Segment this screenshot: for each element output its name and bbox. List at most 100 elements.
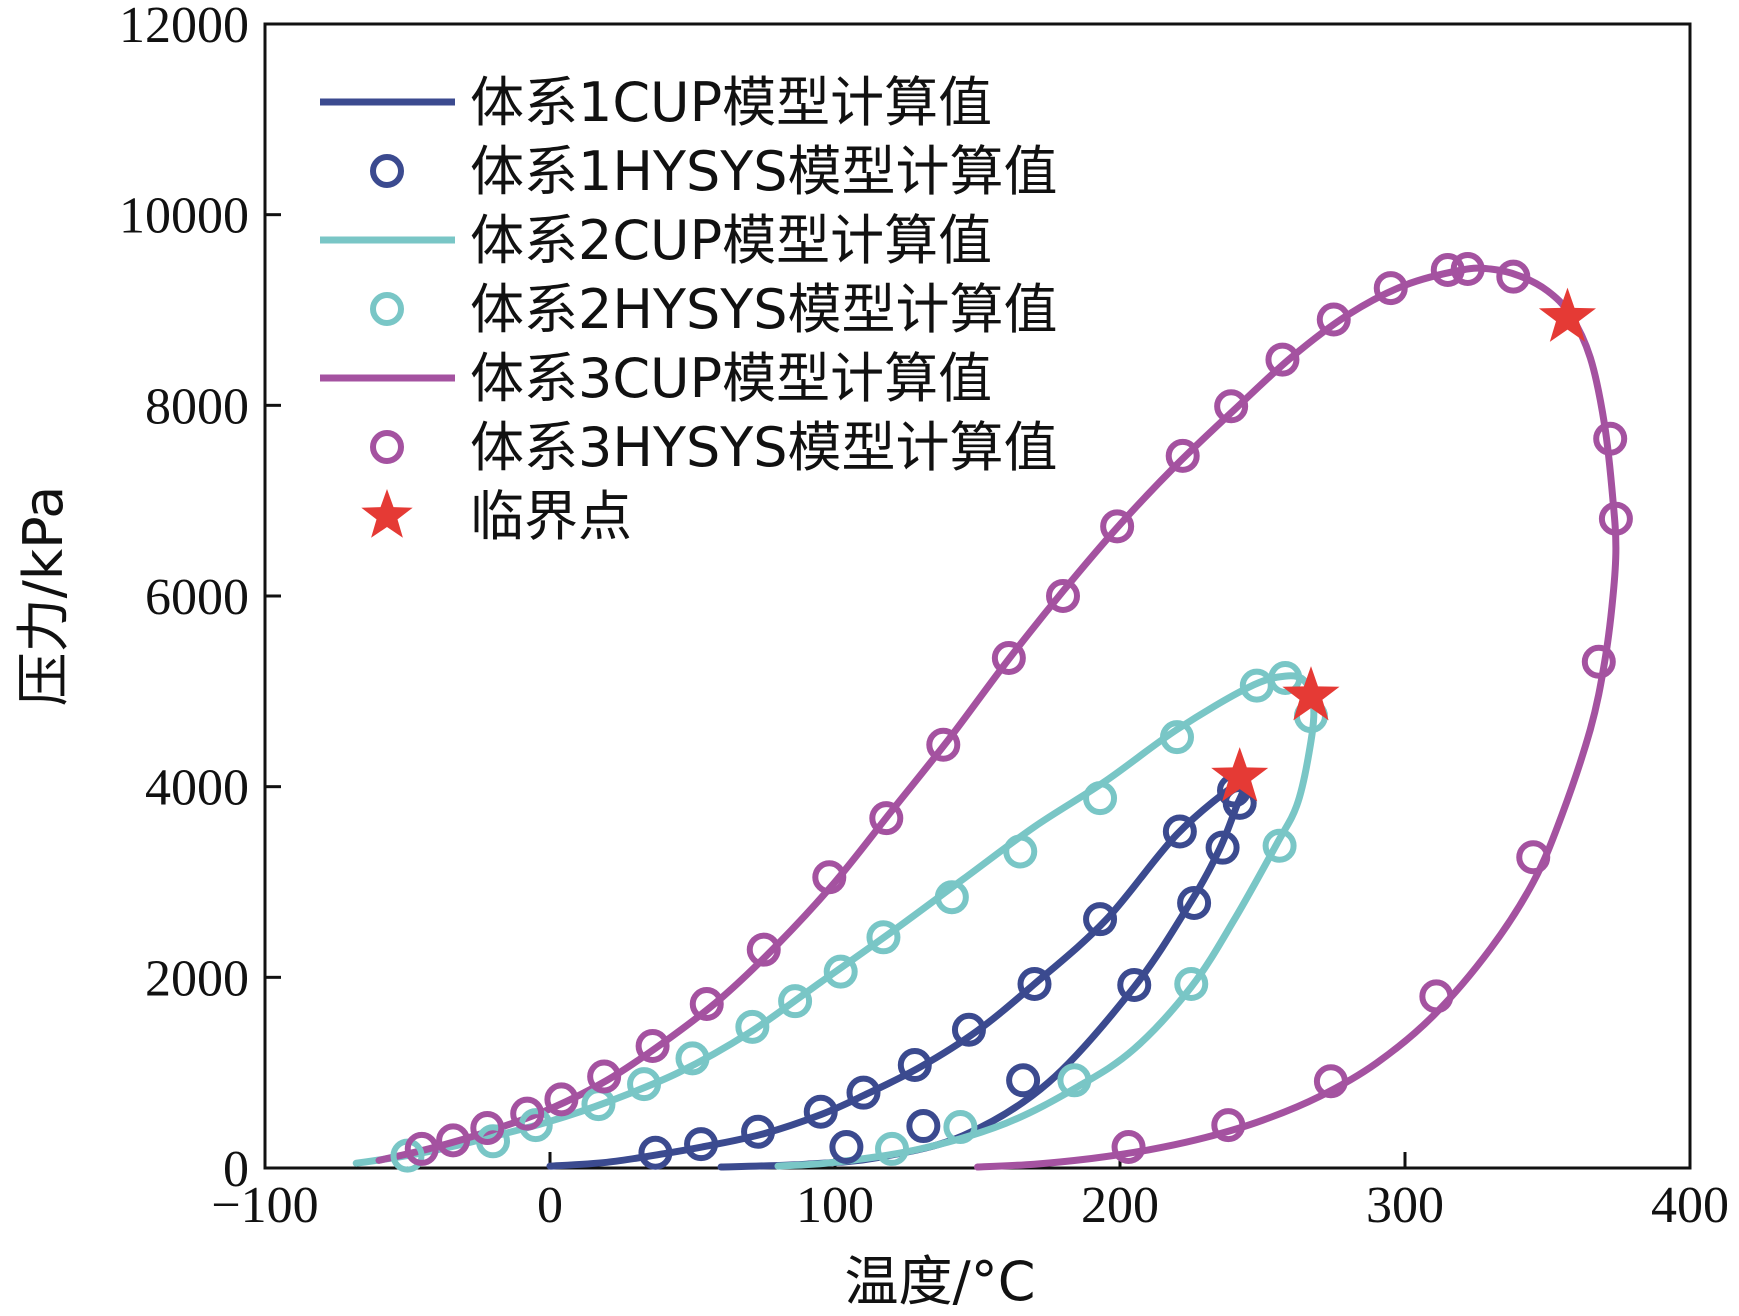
series-1 (546, 776, 1250, 1171)
series-6-point (404, 1131, 439, 1166)
series-2 (638, 773, 1257, 1170)
series-2-point (1006, 1063, 1041, 1098)
y-tick-label: 6000 (145, 569, 249, 626)
series-6-point (689, 987, 724, 1022)
legend-star-swatch (361, 489, 413, 538)
series-4-point (934, 880, 969, 915)
series-6-point (1046, 579, 1080, 613)
series-2-point (1177, 885, 1212, 920)
x-tick-label: 0 (537, 1177, 563, 1234)
series-6-point (544, 1082, 579, 1117)
series-6-point (1450, 252, 1485, 287)
series-6-point (1593, 421, 1628, 456)
legend-label: 临界点 (470, 485, 632, 548)
legend: 体系1CUP模型计算值体系1HYSYS模型计算值体系2CUP模型计算值体系2HY… (320, 71, 1058, 548)
series-6-point (470, 1110, 505, 1145)
critical-point-star (1538, 287, 1596, 342)
legend-item: 体系3HYSYS模型计算值 (370, 416, 1058, 479)
series-6-point (926, 727, 961, 762)
y-tick-label: 4000 (145, 760, 249, 817)
series-6-point (1211, 1108, 1246, 1143)
legend-item: 体系2CUP模型计算值 (320, 209, 992, 272)
legend-marker-swatch (370, 154, 404, 188)
series-2-point (1162, 814, 1197, 849)
series-4-point (1160, 720, 1194, 755)
series-4-point (1057, 1063, 1092, 1098)
series-2-point (1205, 830, 1240, 865)
series-2-point (684, 1127, 719, 1162)
legend-label: 体系1HYSYS模型计算值 (470, 140, 1058, 203)
series-4-point (778, 984, 813, 1019)
legend-item: 临界点 (361, 485, 632, 548)
series-4-point (1003, 834, 1038, 869)
series-6-point (1313, 1064, 1348, 1099)
y-tick-label: 0 (223, 1141, 249, 1198)
x-tick-label: 100 (796, 1177, 874, 1234)
x-tick-label: 300 (1366, 1177, 1444, 1234)
y-axis-title: 压力/kPa (12, 486, 75, 707)
series-2-point (803, 1094, 838, 1129)
series-4 (390, 660, 1328, 1173)
series-4-point (943, 1110, 978, 1145)
series-6-point (635, 1028, 670, 1063)
series-6-point (1598, 501, 1633, 536)
series-6-point (869, 801, 904, 836)
series-2-point (906, 1109, 941, 1144)
x-tick-label: 200 (1081, 1177, 1159, 1234)
series-4-point (1083, 781, 1118, 816)
series-4-point (1268, 660, 1303, 695)
series-4-point (1262, 828, 1297, 863)
series-4-point (1174, 967, 1209, 1002)
series-2-point (897, 1048, 932, 1083)
series-6-point (1265, 342, 1300, 377)
x-axis-title: 温度/°C (845, 1250, 1036, 1313)
series-6-point (1214, 389, 1249, 424)
series-4-point (866, 920, 901, 955)
critical-point-star (1211, 747, 1269, 802)
y-tick-label: 10000 (119, 188, 249, 245)
legend-label: 体系3HYSYS模型计算值 (470, 416, 1058, 479)
series-2-point (741, 1114, 776, 1149)
legend-label: 体系1CUP模型计算值 (470, 71, 992, 134)
legend-label: 体系3CUP模型计算值 (470, 347, 992, 410)
x-tick-label: −100 (211, 1177, 318, 1234)
series-6-point (510, 1096, 545, 1131)
series-2-point (1083, 902, 1118, 937)
legend-marker-swatch (370, 292, 404, 326)
axis-ticks: −100 0 100 200 300 40002000400060008000100001… (119, 0, 1729, 1234)
series-1-line (546, 776, 1250, 1171)
series-6-point (1165, 438, 1200, 473)
critical-point-star (1282, 666, 1340, 721)
series-6-point (991, 640, 1026, 675)
y-tick-label: 8000 (145, 378, 249, 435)
series-4-point (875, 1131, 909, 1166)
series-5-line (375, 264, 1620, 1171)
series-2-point (829, 1130, 864, 1165)
series-layer (352, 252, 1633, 1173)
series-6-point (1100, 509, 1135, 544)
series-6-point (1581, 644, 1616, 679)
legend-label: 体系2HYSYS模型计算值 (470, 278, 1058, 341)
series-2-point (1117, 967, 1152, 1002)
series-4-point (675, 1041, 710, 1076)
series-2-point (638, 1135, 673, 1170)
series-4-point (823, 954, 858, 989)
legend-item: 体系1CUP模型计算值 (320, 71, 992, 134)
series-5 (375, 264, 1620, 1171)
series-6-point (587, 1059, 622, 1094)
legend-item: 体系2HYSYS模型计算值 (370, 278, 1058, 341)
y-tick-label: 12000 (119, 0, 249, 54)
legend-item: 体系3CUP模型计算值 (320, 347, 992, 410)
legend-item: 体系1HYSYS模型计算值 (370, 140, 1058, 203)
series-6-point (1111, 1130, 1146, 1165)
series-2-point (846, 1075, 881, 1110)
legend-marker-swatch (370, 430, 404, 464)
y-tick-label: 2000 (145, 950, 249, 1007)
series-6-point (1419, 979, 1454, 1014)
series-6-point (1516, 840, 1551, 875)
series-4-point (627, 1067, 662, 1102)
legend-label: 体系2CUP模型计算值 (470, 209, 992, 272)
series-2-point (1017, 967, 1052, 1002)
series-2-point (951, 1012, 986, 1047)
